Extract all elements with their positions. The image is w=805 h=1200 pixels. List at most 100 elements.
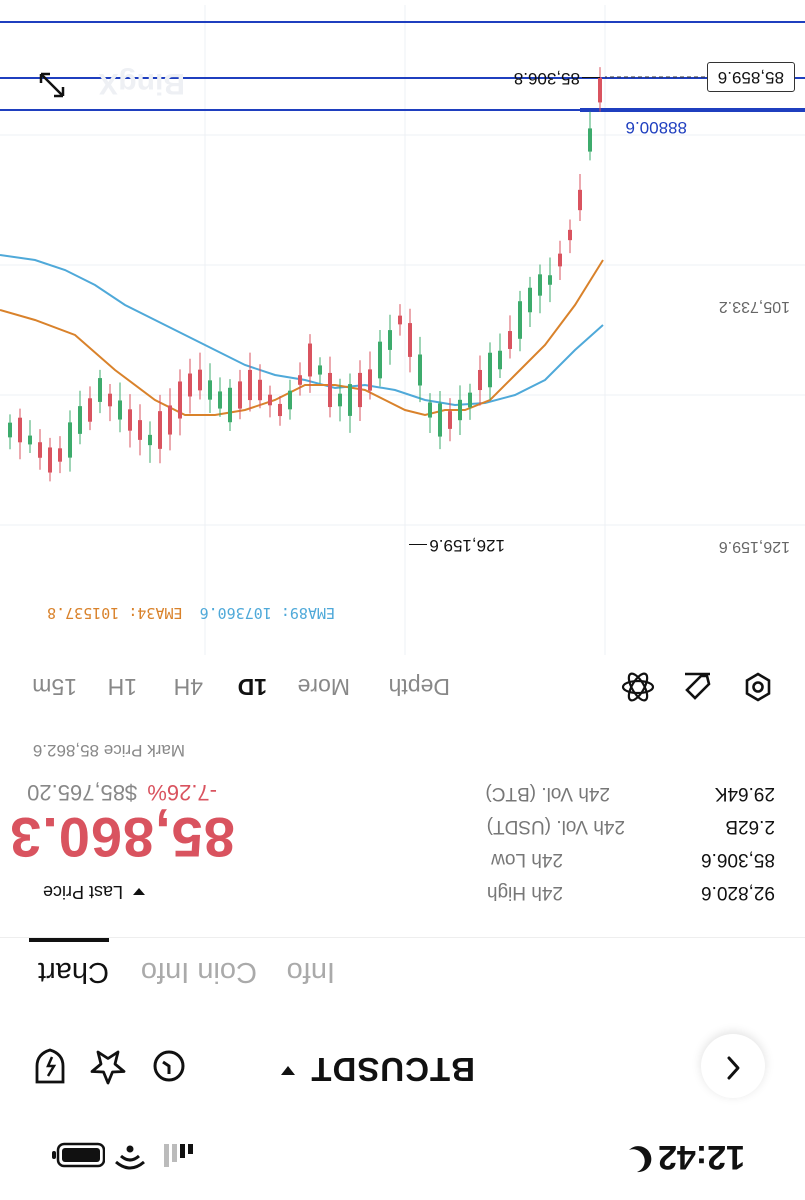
candle-body bbox=[558, 253, 562, 267]
ema34-label: EMA34: 101537.8 bbox=[47, 604, 183, 622]
tab-depth[interactable]: Depth bbox=[388, 674, 450, 700]
tab-coin-info[interactable]: Coin Info bbox=[140, 956, 257, 988]
candle-body bbox=[98, 378, 102, 402]
candle-body bbox=[48, 447, 52, 473]
candle-body bbox=[248, 369, 252, 401]
candle-body bbox=[218, 391, 222, 409]
candle-body bbox=[528, 287, 532, 313]
last-price: 85,860.3 bbox=[9, 806, 235, 869]
usd-price-row: -7.26% $85,765.20 bbox=[27, 779, 217, 805]
candle-body bbox=[148, 434, 152, 446]
candle-body bbox=[478, 369, 482, 391]
stat-value-vol-btc: 29.64K bbox=[714, 783, 775, 804]
candle-body bbox=[198, 369, 202, 391]
candle-body bbox=[498, 350, 502, 370]
candle-body bbox=[288, 390, 292, 410]
price-chart[interactable] bbox=[0, 5, 805, 655]
candle-body bbox=[328, 372, 332, 408]
line-label: 88800.6 bbox=[625, 118, 687, 137]
candle-body bbox=[78, 406, 82, 434]
draw-tool-icon[interactable] bbox=[683, 667, 713, 702]
watermark: BingX bbox=[98, 67, 185, 100]
candle-body bbox=[128, 409, 132, 431]
candle-body bbox=[568, 229, 572, 241]
candle-body bbox=[178, 381, 182, 419]
chevron-left-icon bbox=[722, 1051, 744, 1082]
back-button[interactable] bbox=[701, 1034, 765, 1098]
clock-icon[interactable] bbox=[151, 1043, 187, 1084]
ema89-line bbox=[0, 254, 604, 407]
candle-body bbox=[118, 400, 122, 420]
high-marker-value: 126,159.6 bbox=[429, 536, 505, 555]
candle-body bbox=[438, 403, 442, 437]
candle-body bbox=[258, 379, 262, 401]
pair-name: BTCUSDT bbox=[310, 1051, 475, 1088]
candle-body bbox=[468, 392, 472, 408]
indicators-icon[interactable] bbox=[621, 665, 655, 704]
candle-body bbox=[588, 128, 592, 152]
candle-body bbox=[548, 275, 552, 285]
candle-body bbox=[238, 381, 242, 409]
usd-price: $85,765.20 bbox=[27, 780, 138, 805]
candle-body bbox=[538, 274, 542, 296]
status-bar: 12:42 bbox=[0, 1110, 805, 1200]
candle-body bbox=[348, 384, 352, 416]
candle-body bbox=[488, 352, 492, 388]
low-marker: 85,306.8 bbox=[514, 68, 600, 88]
caret-down-icon bbox=[280, 1060, 296, 1078]
stats-panel: 24h High 92,820.6 24h Low 85,306.6 24h V… bbox=[0, 730, 805, 910]
battery-icon bbox=[51, 1137, 106, 1168]
candle-body bbox=[298, 375, 302, 385]
timeframe-bar: Depth More 1D 4H 1H 15m bbox=[0, 658, 805, 710]
pair-selector[interactable]: BTCUSDT bbox=[280, 1050, 475, 1088]
last-price-label: Last Price bbox=[42, 882, 123, 902]
candle-body bbox=[228, 387, 232, 423]
stat-label-high: 24h High bbox=[486, 882, 563, 903]
last-price-toggle[interactable]: Last Price bbox=[43, 881, 145, 902]
axis-label-mid: 105,733.2 bbox=[718, 298, 790, 315]
tab-4h[interactable]: 4H bbox=[173, 674, 203, 700]
candle-body bbox=[278, 403, 282, 417]
star-icon[interactable] bbox=[89, 1043, 127, 1086]
stat-value-vol-usdt: 2.62B bbox=[725, 816, 775, 837]
tab-15m[interactable]: 15m bbox=[32, 674, 77, 700]
candle-body bbox=[88, 398, 92, 422]
mark-price: Mark Price 85,862.6 bbox=[32, 741, 185, 760]
candle-body bbox=[8, 422, 12, 438]
candle-body bbox=[508, 331, 512, 349]
candle-body bbox=[358, 372, 362, 408]
candle-body bbox=[578, 189, 582, 211]
candle-body bbox=[378, 341, 382, 379]
top-nav: BTCUSDT bbox=[0, 1010, 805, 1120]
tab-chart[interactable]: Chart bbox=[38, 956, 109, 988]
candle-body bbox=[58, 448, 62, 462]
candle-body bbox=[308, 343, 312, 377]
stat-label-vol-btc: 24h Vol. (BTC) bbox=[485, 783, 610, 804]
candle-body bbox=[68, 422, 72, 458]
current-price-tag: 85,859.6 bbox=[706, 62, 795, 92]
tab-info[interactable]: Info bbox=[286, 956, 335, 988]
candle-body bbox=[338, 393, 342, 407]
settings-icon[interactable] bbox=[743, 667, 773, 702]
moon-icon bbox=[627, 1139, 655, 1174]
ema-legend: EMA89: 107360.6 EMA34: 101537.8 bbox=[47, 604, 335, 622]
tab-1d[interactable]: 1D bbox=[237, 674, 267, 700]
tab-more[interactable]: More bbox=[297, 674, 350, 700]
status-time: 12:42 bbox=[658, 1138, 745, 1176]
low-marker-value: 85,306.8 bbox=[513, 69, 580, 88]
marker-line bbox=[582, 77, 600, 79]
expand-icon[interactable] bbox=[37, 65, 67, 100]
shield-icon[interactable] bbox=[33, 1043, 67, 1086]
ema89-label: EMA89: 107360.6 bbox=[199, 604, 335, 622]
candle-body bbox=[168, 405, 172, 435]
candle-body bbox=[138, 420, 142, 440]
candle-body bbox=[38, 442, 42, 458]
candle-body bbox=[518, 301, 522, 339]
candle-body bbox=[268, 394, 272, 406]
tab-1h[interactable]: 1H bbox=[107, 674, 137, 700]
candle-body bbox=[388, 330, 392, 350]
candle-body bbox=[418, 354, 422, 386]
candle-body bbox=[368, 369, 372, 391]
caret-down-icon bbox=[133, 883, 145, 901]
tab-active-indicator bbox=[29, 938, 109, 942]
